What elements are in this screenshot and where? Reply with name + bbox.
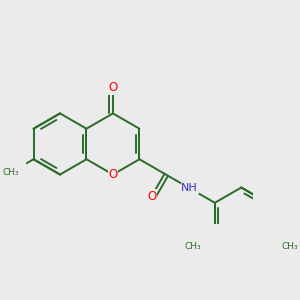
Text: NH: NH: [181, 183, 198, 193]
Text: O: O: [147, 190, 156, 203]
Text: CH₃: CH₃: [184, 242, 201, 251]
Text: CH₃: CH₃: [3, 168, 20, 177]
Text: CH₃: CH₃: [282, 242, 298, 251]
Text: O: O: [108, 81, 118, 94]
Text: O: O: [108, 168, 118, 181]
